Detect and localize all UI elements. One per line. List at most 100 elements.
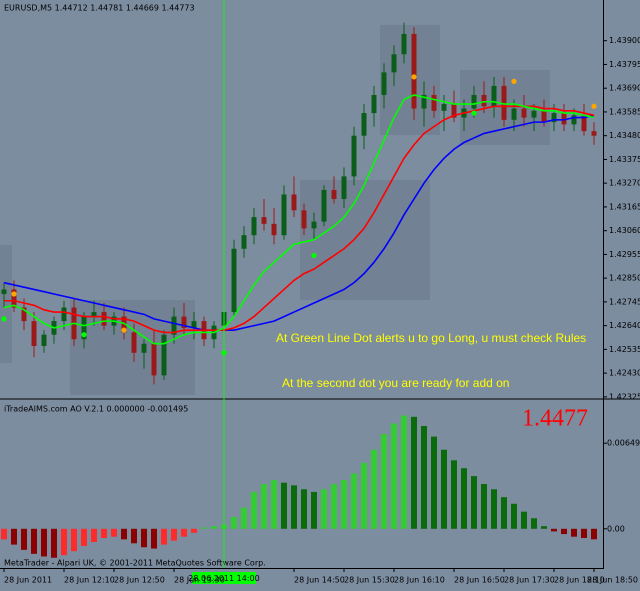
ao-bar <box>121 528 127 540</box>
ao-bar <box>181 528 187 537</box>
candle-body <box>241 235 247 249</box>
ao-bar <box>541 526 547 529</box>
ao-bar <box>431 436 437 529</box>
signal-dot <box>81 332 87 338</box>
main-window <box>1 22 597 385</box>
x-tick-label: 28 Jun 18:10 <box>554 576 605 585</box>
candle-body <box>161 334 167 376</box>
x-tick-label: 28 Jun 16:10 <box>394 576 445 585</box>
ao-bar <box>241 507 247 529</box>
candle-body <box>181 316 187 328</box>
y-tick-label: 1.43795 <box>609 60 640 69</box>
range-box <box>300 180 430 300</box>
ao-bar <box>511 503 517 529</box>
candle-body <box>371 94 377 114</box>
ao-bar <box>571 528 577 537</box>
y-tick-label: 1.42955 <box>609 250 640 259</box>
candle-body <box>361 113 367 136</box>
candle-body <box>431 94 437 111</box>
ao-bar <box>381 433 387 529</box>
y-tick-label: 1.42325 <box>609 392 640 401</box>
y-tick-label: 0.00 <box>607 524 625 533</box>
ao-bar <box>161 528 167 545</box>
annotation: At the second dot you are ready for add … <box>282 376 509 390</box>
candle-body <box>261 217 267 224</box>
y-tick-label: 1.43585 <box>609 107 640 116</box>
candle-body <box>391 54 397 73</box>
ao-bar <box>51 528 57 558</box>
candle-body <box>151 343 157 376</box>
x-tick-label: 28 Jun 13:30 <box>174 576 225 585</box>
candle-body <box>481 94 487 107</box>
ao-bar <box>11 528 17 545</box>
signal-dot <box>591 103 597 109</box>
candle-body <box>571 115 577 125</box>
ao-bar <box>361 462 367 529</box>
candle-body <box>491 85 497 107</box>
ao-bar <box>261 484 267 529</box>
ao-bar <box>21 528 27 550</box>
candle-body <box>581 115 587 132</box>
candle-body <box>21 307 27 322</box>
candle-body <box>91 312 97 317</box>
crosshair-label: 28.06.2011 14:00 <box>188 574 259 583</box>
indicator-window <box>1 415 597 558</box>
y-tick-label: 1.43900 <box>609 36 640 45</box>
ao-bar <box>131 528 137 544</box>
y-tick-label: 1.43270 <box>609 179 640 188</box>
candle-body <box>121 316 127 333</box>
candle-body <box>341 176 347 199</box>
x-tick-label: 28 Jun 14:50 <box>294 576 345 585</box>
candle-body <box>351 135 357 177</box>
candle-body <box>321 189 327 222</box>
candle-body <box>381 72 387 95</box>
x-tick-label: 28 Jun 18:50 <box>587 576 638 585</box>
y-tick-label: 1.43480 <box>609 131 640 140</box>
ao-bar <box>521 511 527 529</box>
y-tick-label: 1.42535 <box>609 345 640 354</box>
moving-average <box>3 114 595 331</box>
ao-bar <box>281 482 287 529</box>
ao-bar <box>531 518 537 529</box>
ao-bar <box>451 460 457 529</box>
y-tick-label: 1.42850 <box>609 274 640 283</box>
ao-bar <box>311 491 317 529</box>
ao-bar <box>1 528 7 540</box>
candle-body <box>1 289 7 294</box>
signal-dot <box>11 291 17 297</box>
ao-bar <box>141 528 147 548</box>
range-box <box>380 25 440 135</box>
y-tick-label: 1.42745 <box>609 297 640 306</box>
candle-body <box>531 110 537 118</box>
candle-body <box>251 217 257 236</box>
candle-body <box>541 110 547 123</box>
ao-bar <box>191 528 197 533</box>
candle-body <box>171 316 177 335</box>
x-tick-label: 28 Jun 2011 <box>4 576 52 585</box>
candle-body <box>281 194 287 236</box>
candle-body <box>41 334 47 346</box>
candle-body <box>271 223 277 236</box>
chart-title: EURUSD,M5 1.44712 1.44781 1.44669 1.4477… <box>4 4 195 13</box>
ao-bar <box>271 480 277 529</box>
ao-bar <box>201 527 207 529</box>
candle-body <box>501 85 507 120</box>
candle-body <box>31 321 37 346</box>
candle-body <box>11 289 17 308</box>
footer: MetaTrader - Alpari UK, © 2001-2011 Meta… <box>4 559 266 568</box>
ao-bar <box>461 468 467 529</box>
ao-bar <box>251 491 257 529</box>
candle-body <box>551 113 557 123</box>
ao-bar <box>421 426 427 529</box>
ao-bar <box>331 484 337 529</box>
y-tick-label: 1.42430 <box>609 369 640 378</box>
ao-bar <box>501 497 507 529</box>
ao-bar <box>321 489 327 529</box>
candle-body <box>61 307 67 322</box>
candle-body <box>311 221 317 229</box>
signal-dot <box>311 252 317 259</box>
moving-average <box>3 94 595 345</box>
ao-bar <box>231 516 237 529</box>
signal-dot <box>511 78 517 85</box>
y-tick-label: 1.43060 <box>609 226 640 235</box>
